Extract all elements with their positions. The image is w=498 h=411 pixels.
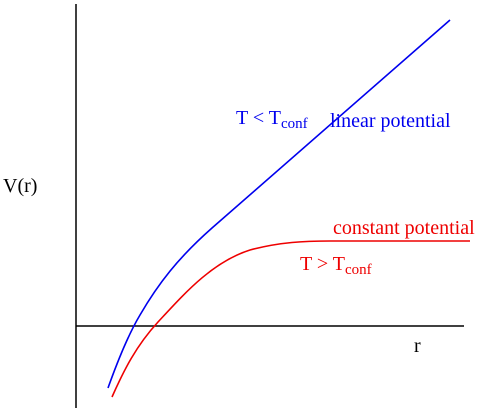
constant-condition: T > Tconf bbox=[300, 253, 372, 278]
constant-label: constant potential bbox=[333, 217, 475, 239]
condition-main: T < T bbox=[236, 107, 281, 129]
linear-curve bbox=[107, 19, 451, 389]
condition-main: T > T bbox=[300, 253, 345, 275]
linear-condition: T < Tconf bbox=[236, 107, 308, 132]
condition-subscript: conf bbox=[345, 262, 372, 278]
linear-label: linear potential bbox=[330, 110, 451, 132]
condition-subscript: conf bbox=[281, 116, 308, 132]
constant-curve bbox=[111, 240, 470, 398]
y-axis-label: V(r) bbox=[3, 175, 37, 197]
x-axis-label: r bbox=[414, 335, 421, 357]
